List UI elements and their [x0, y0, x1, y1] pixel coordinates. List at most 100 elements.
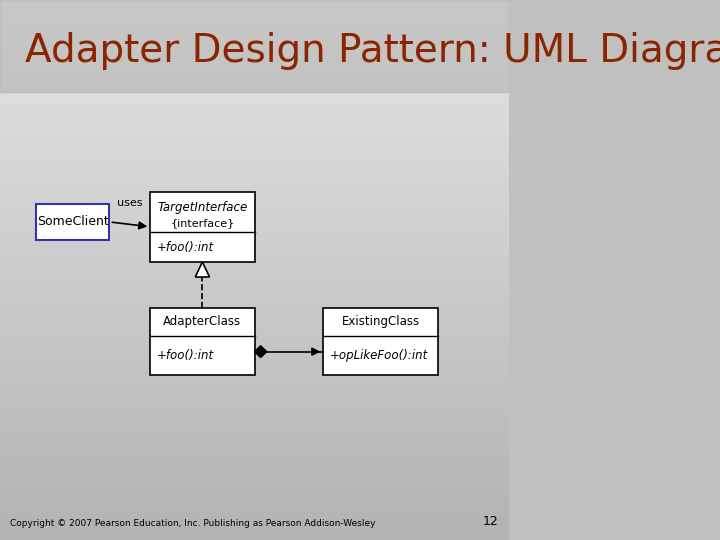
Bar [0, 211, 509, 216]
Bar [0, 470, 509, 475]
FancyBboxPatch shape [35, 204, 109, 240]
Bar [0, 373, 509, 378]
Bar [0, 16, 509, 22]
Text: +foo():int: +foo():int [156, 241, 213, 254]
Bar [0, 173, 509, 178]
Bar [0, 329, 509, 335]
Bar [0, 38, 509, 43]
Bar [0, 383, 509, 389]
Bar [0, 22, 509, 27]
Text: Copyright © 2007 Pearson Education, Inc. Publishing as Pearson Addison-Wesley: Copyright © 2007 Pearson Education, Inc.… [10, 519, 376, 528]
Bar [0, 475, 509, 481]
Bar [0, 367, 509, 373]
Bar [0, 421, 509, 427]
Text: {interface}: {interface} [170, 219, 235, 228]
Bar [0, 216, 509, 221]
Bar [0, 232, 509, 238]
Bar [0, 356, 509, 362]
Bar [0, 81, 509, 86]
Bar [0, 340, 509, 346]
Bar [0, 265, 509, 270]
Polygon shape [195, 262, 210, 277]
Text: +opLikeFoo():int: +opLikeFoo():int [329, 349, 428, 362]
Bar [0, 286, 509, 292]
Bar [0, 416, 509, 421]
Bar [0, 184, 509, 189]
Bar [0, 400, 509, 405]
Bar [0, 389, 509, 394]
Text: SomeClient: SomeClient [37, 215, 109, 228]
Text: +foo():int: +foo():int [156, 349, 213, 362]
Bar [0, 448, 509, 454]
Text: Adapter Design Pattern: UML Diagram: Adapter Design Pattern: UML Diagram [25, 32, 720, 70]
Bar [0, 194, 509, 200]
Bar [0, 491, 509, 497]
Bar [0, 162, 509, 167]
Bar [0, 113, 509, 119]
Bar [0, 508, 509, 513]
Bar [0, 518, 509, 524]
Text: AdapterClass: AdapterClass [163, 315, 241, 328]
Bar [0, 454, 509, 459]
Bar [0, 65, 509, 70]
Bar [0, 189, 509, 194]
Bar [0, 54, 509, 59]
Bar [0, 362, 509, 367]
Bar [0, 351, 509, 356]
Bar [0, 432, 509, 437]
Bar [0, 481, 509, 486]
Bar [0, 410, 509, 416]
Bar [0, 70, 509, 76]
Bar [0, 502, 509, 508]
Bar [0, 200, 509, 205]
Bar [0, 275, 509, 281]
Bar [0, 119, 509, 124]
Bar [0, 513, 509, 518]
Bar [0, 459, 509, 464]
Bar [0, 11, 509, 16]
Bar [0, 324, 509, 329]
Bar [0, 319, 509, 324]
Text: ExistingClass: ExistingClass [341, 315, 420, 328]
Bar [0, 308, 509, 313]
Text: uses: uses [117, 198, 143, 208]
Polygon shape [255, 346, 267, 357]
Bar [0, 92, 509, 97]
Bar [0, 394, 509, 400]
Bar [0, 529, 509, 535]
Bar [0, 167, 509, 173]
Bar [0, 135, 509, 140]
Bar [0, 0, 509, 92]
FancyBboxPatch shape [150, 308, 255, 375]
Bar [0, 281, 509, 286]
Bar [0, 178, 509, 184]
Bar [0, 151, 509, 157]
Bar [0, 297, 509, 302]
Bar [0, 238, 509, 243]
Bar [0, 49, 509, 54]
Bar [0, 248, 509, 254]
Bar [0, 59, 509, 65]
Bar [0, 335, 509, 340]
Bar [0, 108, 509, 113]
Bar [0, 464, 509, 470]
Bar [0, 0, 509, 5]
Bar [0, 302, 509, 308]
FancyBboxPatch shape [323, 308, 438, 375]
Bar [0, 427, 509, 432]
Bar [0, 86, 509, 92]
Bar [0, 254, 509, 259]
Bar [0, 157, 509, 162]
Bar [0, 5, 509, 11]
Bar [0, 535, 509, 540]
Bar [0, 140, 509, 146]
Bar [0, 227, 509, 232]
Bar [0, 243, 509, 248]
Bar [0, 378, 509, 383]
Bar [0, 313, 509, 319]
Bar [0, 486, 509, 491]
Bar [0, 205, 509, 211]
Bar [0, 259, 509, 265]
Bar [0, 27, 509, 32]
Bar [0, 103, 509, 108]
